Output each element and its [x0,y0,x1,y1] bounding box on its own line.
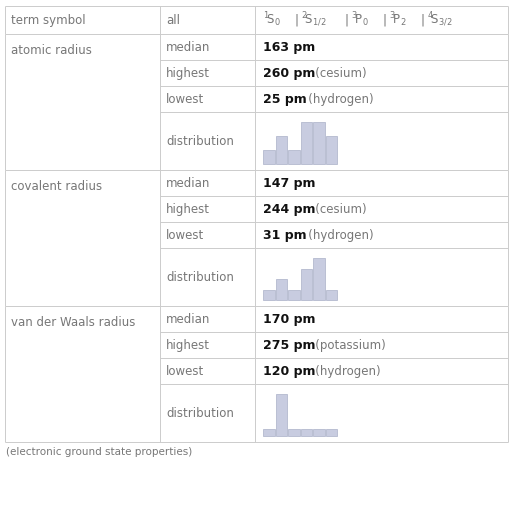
Text: $^3\!$P$_2$: $^3\!$P$_2$ [389,11,407,29]
Text: median: median [166,313,210,326]
Text: $^2\!$S$_{1/2}$: $^2\!$S$_{1/2}$ [301,11,326,29]
Bar [301,429,312,436]
Bar [301,122,312,164]
Text: (hydrogen): (hydrogen) [297,228,374,242]
Text: covalent radius: covalent radius [11,180,102,193]
Text: distribution: distribution [166,270,234,284]
Text: lowest: lowest [166,364,204,378]
Text: 31 pm: 31 pm [263,228,307,242]
Text: median: median [166,176,210,190]
Text: (cesium): (cesium) [304,202,366,216]
Text: 163 pm: 163 pm [263,40,315,54]
Bar [276,279,287,300]
Text: $^3\!$P$_0$: $^3\!$P$_0$ [351,11,369,29]
Text: 275 pm: 275 pm [263,338,316,352]
Text: 25 pm: 25 pm [263,92,307,105]
Text: $^4\!$S$_{3/2}$: $^4\!$S$_{3/2}$ [427,11,452,29]
Text: 147 pm: 147 pm [263,176,316,190]
Bar [288,150,300,164]
Text: distribution: distribution [166,134,234,148]
Bar [263,150,274,164]
Text: |: | [383,13,387,27]
Text: atomic radius: atomic radius [11,44,92,57]
Text: (electronic ground state properties): (electronic ground state properties) [6,447,192,457]
Text: lowest: lowest [166,92,204,105]
Text: |: | [345,13,349,27]
Text: $^1\!$S$_0$: $^1\!$S$_0$ [263,11,281,29]
Text: |: | [295,13,299,27]
Text: median: median [166,40,210,54]
Text: distribution: distribution [166,406,234,420]
Text: 170 pm: 170 pm [263,313,316,326]
Bar [276,394,287,436]
Bar [313,258,325,300]
Bar [276,136,287,164]
Bar [288,290,300,300]
Text: (potassium): (potassium) [304,338,386,352]
Bar [325,290,337,300]
Text: 260 pm: 260 pm [263,66,316,80]
Text: (cesium): (cesium) [304,66,366,80]
Bar [325,136,337,164]
Text: all: all [166,13,180,27]
Text: highest: highest [166,338,210,352]
Text: 120 pm: 120 pm [263,364,316,378]
Bar [263,429,274,436]
Text: lowest: lowest [166,228,204,242]
Bar [313,429,325,436]
Text: van der Waals radius: van der Waals radius [11,316,135,329]
Text: 244 pm: 244 pm [263,202,316,216]
Text: |: | [421,13,425,27]
Text: (hydrogen): (hydrogen) [304,364,380,378]
Bar [288,429,300,436]
Bar [263,290,274,300]
Bar [325,429,337,436]
Text: (hydrogen): (hydrogen) [297,92,374,105]
Bar [313,122,325,164]
Bar [301,269,312,300]
Text: highest: highest [166,66,210,80]
Text: term symbol: term symbol [11,13,86,27]
Text: highest: highest [166,202,210,216]
